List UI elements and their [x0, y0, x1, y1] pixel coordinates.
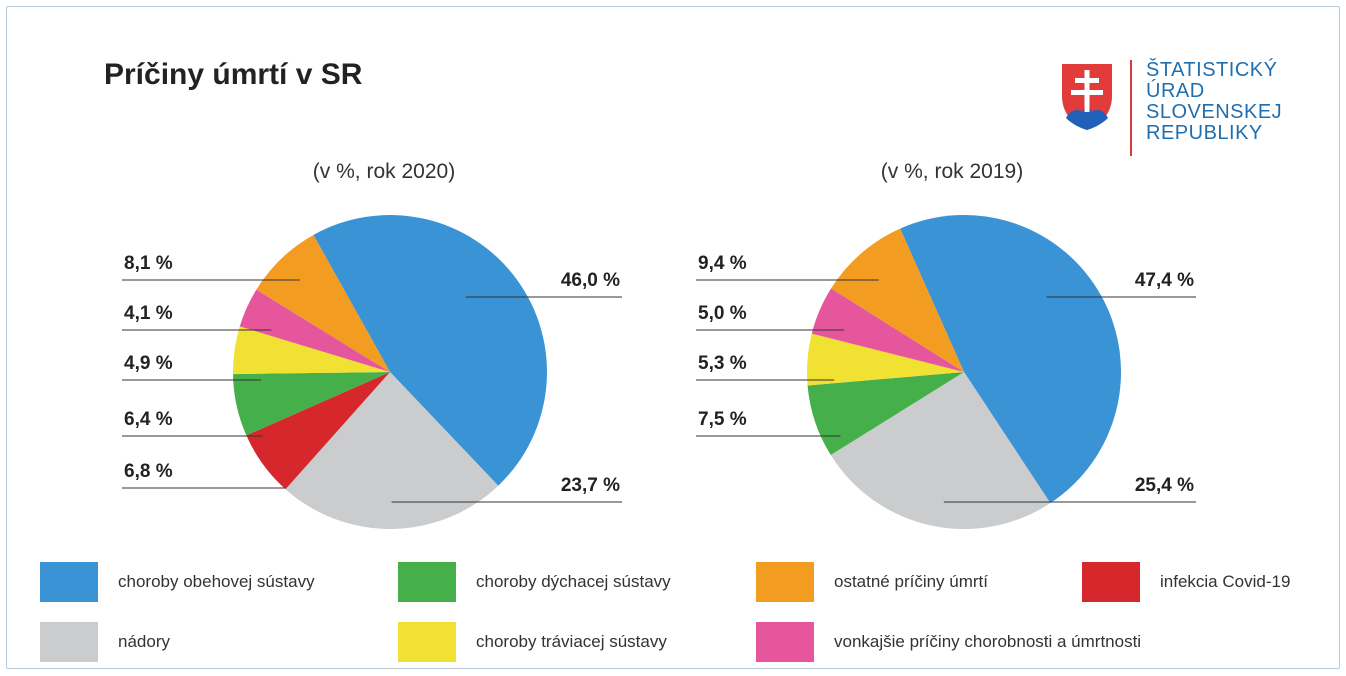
- chart-frame: [6, 6, 1340, 669]
- legend-item-obehova: choroby obehovej sústavy: [40, 562, 315, 602]
- page-title: Príčiny úmrtí v SR: [104, 58, 363, 91]
- legend-label: choroby dýchacej sústavy: [476, 572, 671, 591]
- legend-label: ostatné príčiny úmrtí: [834, 572, 989, 591]
- slice-label-vonkajsie: 5,0 %: [698, 303, 747, 324]
- logo-line: ŠTATISTICKÝ: [1146, 59, 1278, 81]
- slice-label-traviaca: 5,3 %: [698, 353, 747, 374]
- logo-line: SLOVENSKEJ: [1146, 101, 1283, 123]
- legend-label: choroby obehovej sústavy: [118, 572, 315, 591]
- pie-slice-ostatne: [831, 228, 964, 372]
- legend-item-nadory: nádory: [40, 622, 170, 662]
- legend-item-vonkajsie: vonkajšie príčiny chorobnosti a úmrtnost…: [756, 622, 1141, 662]
- legend-item-ostatne: ostatné príčiny úmrtí: [756, 562, 988, 602]
- pie-0: 46,0 % 23,7 % 8,1 % 4,1 % 4,9 % 6,4 % 6,8 %: [122, 215, 622, 529]
- legend-item-traviaca: choroby tráviacej sústavy: [398, 622, 667, 662]
- slice-label-covid: 6,8 %: [124, 461, 173, 482]
- logo-line: ÚRAD: [1146, 80, 1205, 102]
- legend-item-covid: infekcia Covid-19: [1082, 562, 1290, 602]
- pie-slice-nadory: [830, 372, 1051, 529]
- slice-label-ostatne: 9,4 %: [698, 253, 747, 274]
- slice-label-dychacia: 7,5 %: [698, 409, 747, 430]
- statistical-office-logo: ŠTATISTICKÝ ÚRAD SLOVENSKEJ REPUBLIKY: [1060, 60, 1310, 160]
- slice-label-traviaca: 4,9 %: [124, 353, 173, 374]
- legend-label: vonkajšie príčiny chorobnosti a úmrtnost…: [834, 632, 1142, 651]
- pie-slice-obehova: [313, 215, 547, 486]
- pie-slice-ostatne: [256, 234, 390, 372]
- slice-label-obehova: 46,0 %: [561, 270, 620, 291]
- legend-label: nádory: [118, 632, 170, 651]
- slice-label-ostatne: 8,1 %: [124, 253, 173, 274]
- legend-label: choroby tráviacej sústavy: [476, 632, 667, 651]
- slice-label-vonkajsie: 4,1 %: [124, 303, 173, 324]
- slovak-coat-of-arms-icon: [1062, 64, 1112, 130]
- legend-swatch: [398, 562, 456, 602]
- pie-2020-subtitle: (v %, rok 2020): [312, 160, 456, 183]
- legend-item-dychacia: choroby dýchacej sústavy: [398, 562, 671, 602]
- legend-swatch: [40, 622, 98, 662]
- pie-1: 47,4 % 25,4 % 9,4 % 5,0 % 5,3 % 7,5 %: [696, 214, 1196, 529]
- pie-slice-obehova: [900, 214, 1122, 504]
- pie-slice-dychacia: [807, 372, 964, 456]
- slice-label-dychacia: 6,4 %: [124, 409, 173, 430]
- slice-label-obehova: 47,4 %: [1135, 270, 1194, 291]
- pie-2019-subtitle: (v %, rok 2019): [880, 160, 1024, 183]
- logo-text: ŠTATISTICKÝ ÚRAD SLOVENSKEJ REPUBLIKY: [1146, 60, 1282, 144]
- slice-label-nadory: 23,7 %: [561, 475, 620, 496]
- pie-slice-nadory: [285, 372, 499, 529]
- legend-swatch: [756, 622, 814, 662]
- slice-label-nadory: 25,4 %: [1135, 475, 1194, 496]
- logo-divider: [1130, 60, 1132, 156]
- legend-swatch: [398, 622, 456, 662]
- pie-slice-dychacia: [233, 372, 390, 436]
- legend-swatch: [40, 562, 98, 602]
- logo-line: REPUBLIKY: [1146, 122, 1263, 144]
- pie-slice-traviaca: [807, 333, 964, 386]
- legend-swatch: [756, 562, 814, 602]
- legend-swatch: [1082, 562, 1140, 602]
- pie-slice-covid: [246, 372, 390, 490]
- legend-label: infekcia Covid-19: [1160, 572, 1291, 591]
- pie-slice-vonkajsie: [239, 289, 390, 372]
- pie-slice-traviaca: [232, 326, 390, 375]
- pie-slice-vonkajsie: [811, 288, 964, 372]
